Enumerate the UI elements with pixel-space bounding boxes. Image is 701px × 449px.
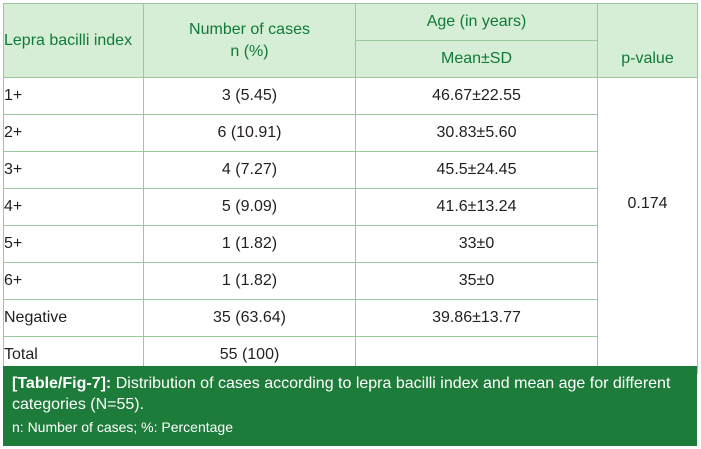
table-row: 2+ 6 (10.91) 30.83±5.60 (3, 114, 698, 152)
cell-age: 33±0 (355, 225, 598, 263)
data-table: Lepra bacilli index Number of cases n (%… (3, 3, 698, 374)
cell-age: 35±0 (355, 262, 598, 300)
cell-age: 39.86±13.77 (355, 299, 598, 337)
cell-cases: 1 (1.82) (143, 262, 356, 300)
table-row: Negative 35 (63.64) 39.86±13.77 (3, 299, 698, 337)
cell-index: 1+ (3, 77, 144, 115)
caption-text: Distribution of cases according to lepra… (12, 375, 671, 413)
table-row: 3+ 4 (7.27) 45.5±24.45 (3, 151, 698, 189)
header-lepra-bacilli-index: Lepra bacilli index (3, 3, 144, 78)
header-mean-sd: Mean±SD (355, 40, 598, 78)
cell-cases: 5 (9.09) (143, 188, 356, 226)
caption-label: [Table/Fig-7]: (12, 375, 112, 392)
cell-index: 3+ (3, 151, 144, 189)
header-cases-line1: Number of cases (189, 20, 310, 38)
cell-cases: 35 (63.64) (143, 299, 356, 337)
cell-index: 4+ (3, 188, 144, 226)
table-row: 1+ 3 (5.45) 46.67±22.55 0.174 (3, 77, 698, 374)
cell-p-value: 0.174 (597, 77, 698, 374)
cell-cases: 3 (5.45) (143, 77, 356, 115)
cell-age: 45.5±24.45 (355, 151, 598, 189)
header-number-of-cases: Number of cases n (%) (143, 3, 356, 78)
caption-note: n: Number of cases; %: Percentage (12, 419, 233, 435)
cell-age: 46.67±22.55 (355, 77, 598, 115)
cell-cases: 1 (1.82) (143, 225, 356, 263)
header-row: Lepra bacilli index Number of cases n (%… (3, 3, 698, 78)
cell-index: 5+ (3, 225, 144, 263)
caption-text-block: [Table/Fig-7]: Distribution of cases acc… (12, 373, 688, 415)
subheader-row: Mean±SD (4, 40, 698, 78)
cell-age: 41.6±13.24 (355, 188, 598, 226)
cell-age: 30.83±5.60 (355, 114, 598, 152)
header-age: Age (in years) (355, 3, 598, 41)
table-caption: [Table/Fig-7]: Distribution of cases acc… (3, 366, 697, 446)
table-row: 6+ 1 (1.82) 35±0 (3, 262, 698, 300)
cell-index: Negative (3, 299, 144, 337)
cell-cases: 4 (7.27) (143, 151, 356, 189)
header-cases-line2: n (%) (230, 42, 269, 60)
table-row: 5+ 1 (1.82) 33±0 (3, 225, 698, 263)
cell-cases: 6 (10.91) (143, 114, 356, 152)
table-row: 4+ 5 (9.09) 41.6±13.24 (3, 188, 698, 226)
cell-index: 6+ (3, 262, 144, 300)
header-p-value: p-value (597, 3, 698, 78)
cell-index: 2+ (3, 114, 144, 152)
